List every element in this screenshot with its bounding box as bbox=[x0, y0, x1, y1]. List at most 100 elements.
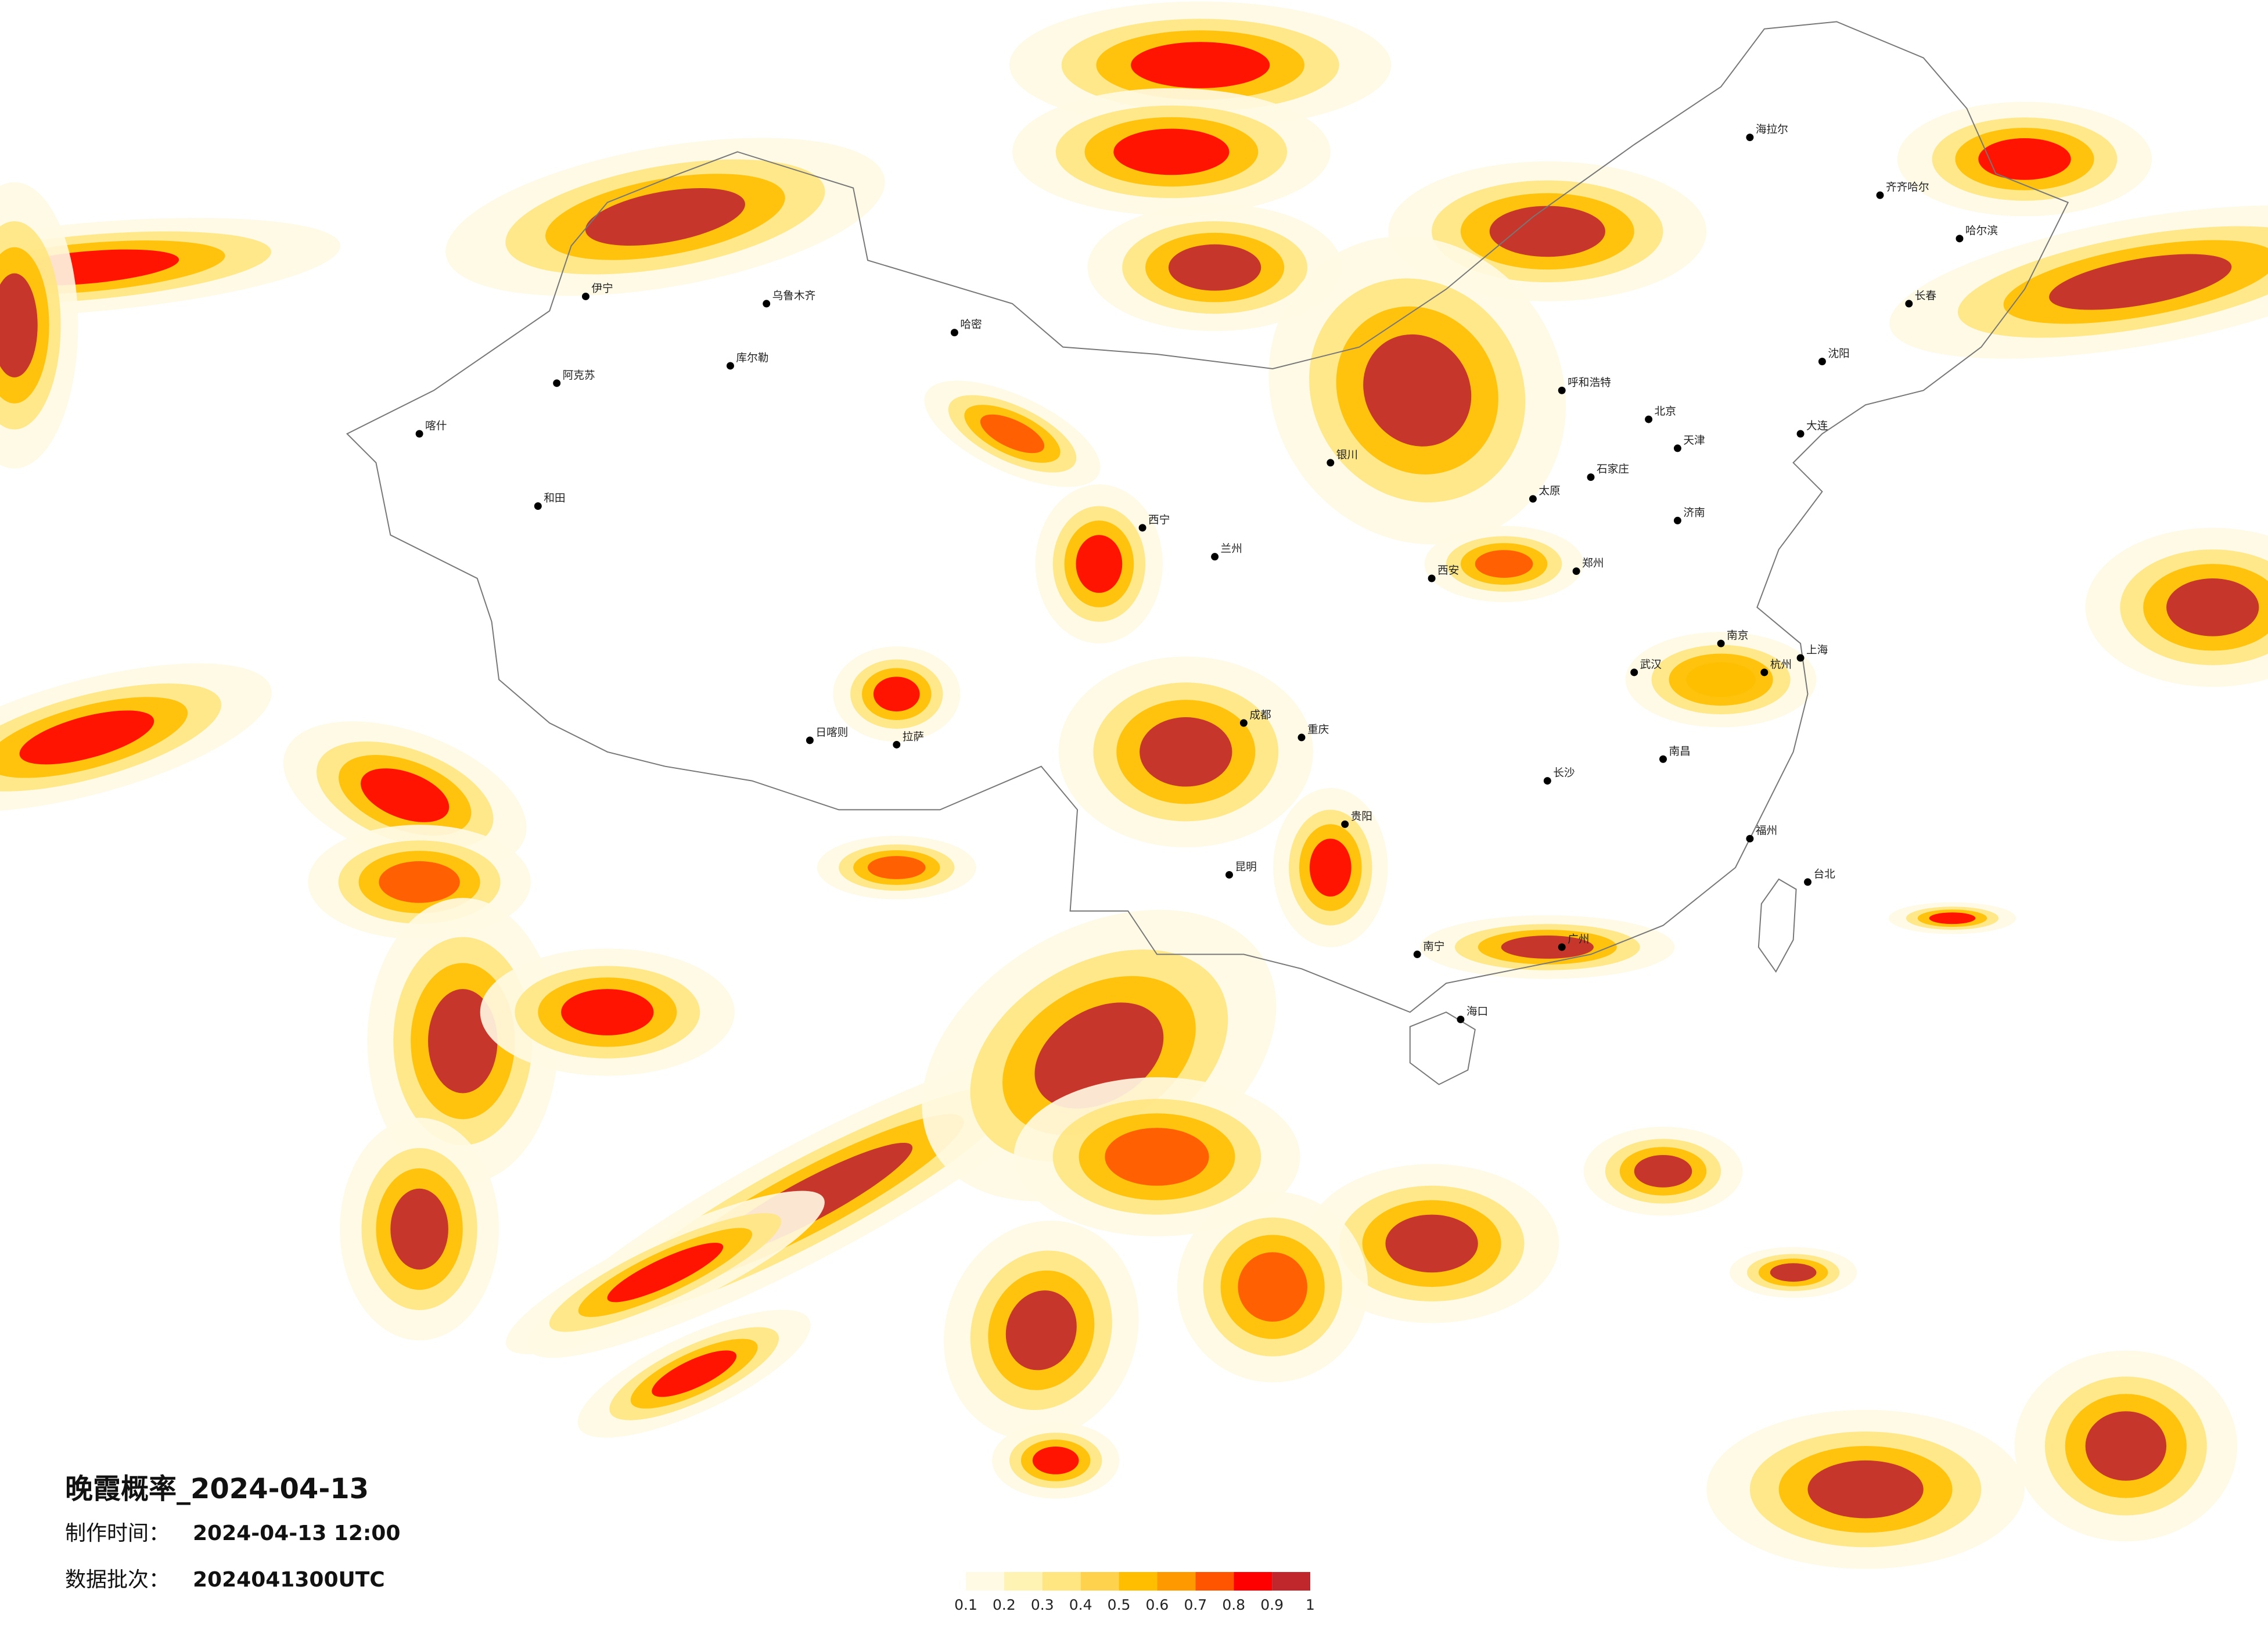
field-patch bbox=[980, 414, 1045, 454]
city-label: 太原 bbox=[1539, 485, 1560, 498]
city-label: 南宁 bbox=[1423, 941, 1444, 953]
city-label: 哈密 bbox=[960, 319, 982, 331]
field-patch bbox=[1076, 535, 1123, 593]
legend-swatch bbox=[966, 1572, 1004, 1591]
city-label: 杭州 bbox=[1770, 659, 1792, 671]
field-patch bbox=[428, 989, 498, 1093]
hainan-outline bbox=[1409, 1011, 1476, 1085]
field-patch bbox=[1385, 1214, 1478, 1273]
city-dot bbox=[1543, 777, 1551, 785]
city-dot bbox=[1413, 950, 1421, 958]
city-dot bbox=[1804, 878, 1811, 886]
legend-swatch bbox=[1004, 1572, 1043, 1591]
city-dot bbox=[1905, 300, 1913, 308]
city-dot bbox=[1138, 524, 1146, 532]
city-dot bbox=[1457, 1015, 1465, 1023]
city-label: 乌鲁木齐 bbox=[772, 290, 816, 302]
city-dot bbox=[1796, 430, 1805, 438]
city-dot bbox=[950, 329, 958, 337]
legend-tick-label: 0.6 bbox=[1146, 1596, 1169, 1613]
legend-swatch bbox=[1119, 1572, 1158, 1591]
city-dot bbox=[1587, 473, 1595, 481]
legend-tick-label: 0.4 bbox=[1069, 1596, 1092, 1613]
field-patch bbox=[1032, 1446, 1079, 1474]
legend-tick-label: 0.3 bbox=[1031, 1596, 1054, 1613]
city-label: 福州 bbox=[1756, 825, 1777, 837]
city-label: 长沙 bbox=[1553, 767, 1575, 779]
city-dot bbox=[763, 300, 771, 308]
field-patch bbox=[1978, 138, 2071, 180]
city-label: 西宁 bbox=[1148, 514, 1170, 526]
legend-tick-label: 0.1 bbox=[954, 1596, 977, 1613]
city-label: 长春 bbox=[1915, 290, 1937, 302]
city-dot bbox=[1717, 639, 1725, 647]
city-label: 南京 bbox=[1727, 630, 1748, 642]
city-label: 伊宁 bbox=[591, 283, 613, 295]
legend-swatch bbox=[1272, 1572, 1310, 1591]
city-label: 南昌 bbox=[1669, 746, 1690, 758]
legend-swatch bbox=[1080, 1572, 1119, 1591]
city-dot bbox=[1428, 574, 1436, 582]
city-dot bbox=[1673, 516, 1681, 524]
field-patch bbox=[2166, 578, 2259, 636]
city-label: 海拉尔 bbox=[1756, 124, 1788, 136]
city-dot bbox=[1341, 820, 1349, 828]
field-patch bbox=[1770, 1263, 1817, 1282]
legend-tick-label: 0.7 bbox=[1184, 1596, 1207, 1613]
city-dot bbox=[1645, 415, 1653, 423]
field-patch bbox=[1634, 1155, 1692, 1188]
field-patch bbox=[585, 188, 745, 246]
field-patch bbox=[1489, 206, 1605, 257]
city-dot bbox=[581, 292, 590, 300]
made-label: 制作时间： bbox=[65, 1521, 170, 1545]
legend-tick-label: 0.8 bbox=[1222, 1596, 1245, 1613]
city-label: 昆明 bbox=[1235, 861, 1256, 873]
field-patch bbox=[1363, 334, 1472, 447]
field-patch bbox=[1807, 1460, 1924, 1519]
field-patch bbox=[1929, 912, 1976, 924]
field-patch bbox=[379, 861, 460, 903]
city-dot bbox=[1327, 459, 1335, 467]
field-patch bbox=[1168, 244, 1261, 291]
field-patch bbox=[607, 1243, 724, 1303]
legend-swatch bbox=[1157, 1572, 1196, 1591]
field-patch bbox=[2085, 1411, 2167, 1481]
city-label: 库尔勒 bbox=[736, 352, 768, 365]
field-patch bbox=[1140, 717, 1232, 787]
city-label: 齐齐哈尔 bbox=[1886, 182, 1929, 194]
city-label: 喀什 bbox=[425, 420, 447, 433]
title: 晚霞概率_2024-04-13 bbox=[65, 1473, 369, 1505]
city-dot bbox=[534, 502, 542, 510]
legend-swatch bbox=[1234, 1572, 1273, 1591]
city-label: 济南 bbox=[1683, 507, 1705, 519]
city-label: 银川 bbox=[1336, 449, 1358, 461]
city-label: 郑州 bbox=[1582, 557, 1604, 570]
batch: 2024041300UTC bbox=[193, 1568, 385, 1592]
city-dot bbox=[893, 740, 901, 749]
city-label: 石家庄 bbox=[1597, 463, 1629, 476]
city-dot bbox=[1760, 668, 1769, 677]
city-label: 广州 bbox=[1568, 933, 1589, 945]
city-label: 成都 bbox=[1249, 710, 1271, 722]
city-dot bbox=[1659, 755, 1667, 763]
city-label: 拉萨 bbox=[903, 731, 924, 743]
city-label: 海口 bbox=[1467, 1006, 1488, 1018]
field-patch bbox=[868, 856, 926, 879]
taiwan-outline bbox=[1757, 878, 1797, 973]
city-dot bbox=[1558, 943, 1566, 951]
city-label: 呼和浩特 bbox=[1568, 377, 1611, 389]
field-patch bbox=[1475, 550, 1533, 578]
field-patch bbox=[561, 989, 654, 1035]
china-outline bbox=[346, 21, 2069, 1013]
city-label: 北京 bbox=[1655, 406, 1676, 418]
field-patch bbox=[1105, 1128, 1209, 1186]
legend-swatch bbox=[1042, 1572, 1081, 1591]
field-patch bbox=[2049, 254, 2232, 310]
field-patch bbox=[1238, 1252, 1307, 1322]
legend-tick-label: 0.2 bbox=[993, 1596, 1016, 1613]
city-label: 和田 bbox=[544, 492, 565, 505]
field-patch bbox=[873, 677, 920, 712]
